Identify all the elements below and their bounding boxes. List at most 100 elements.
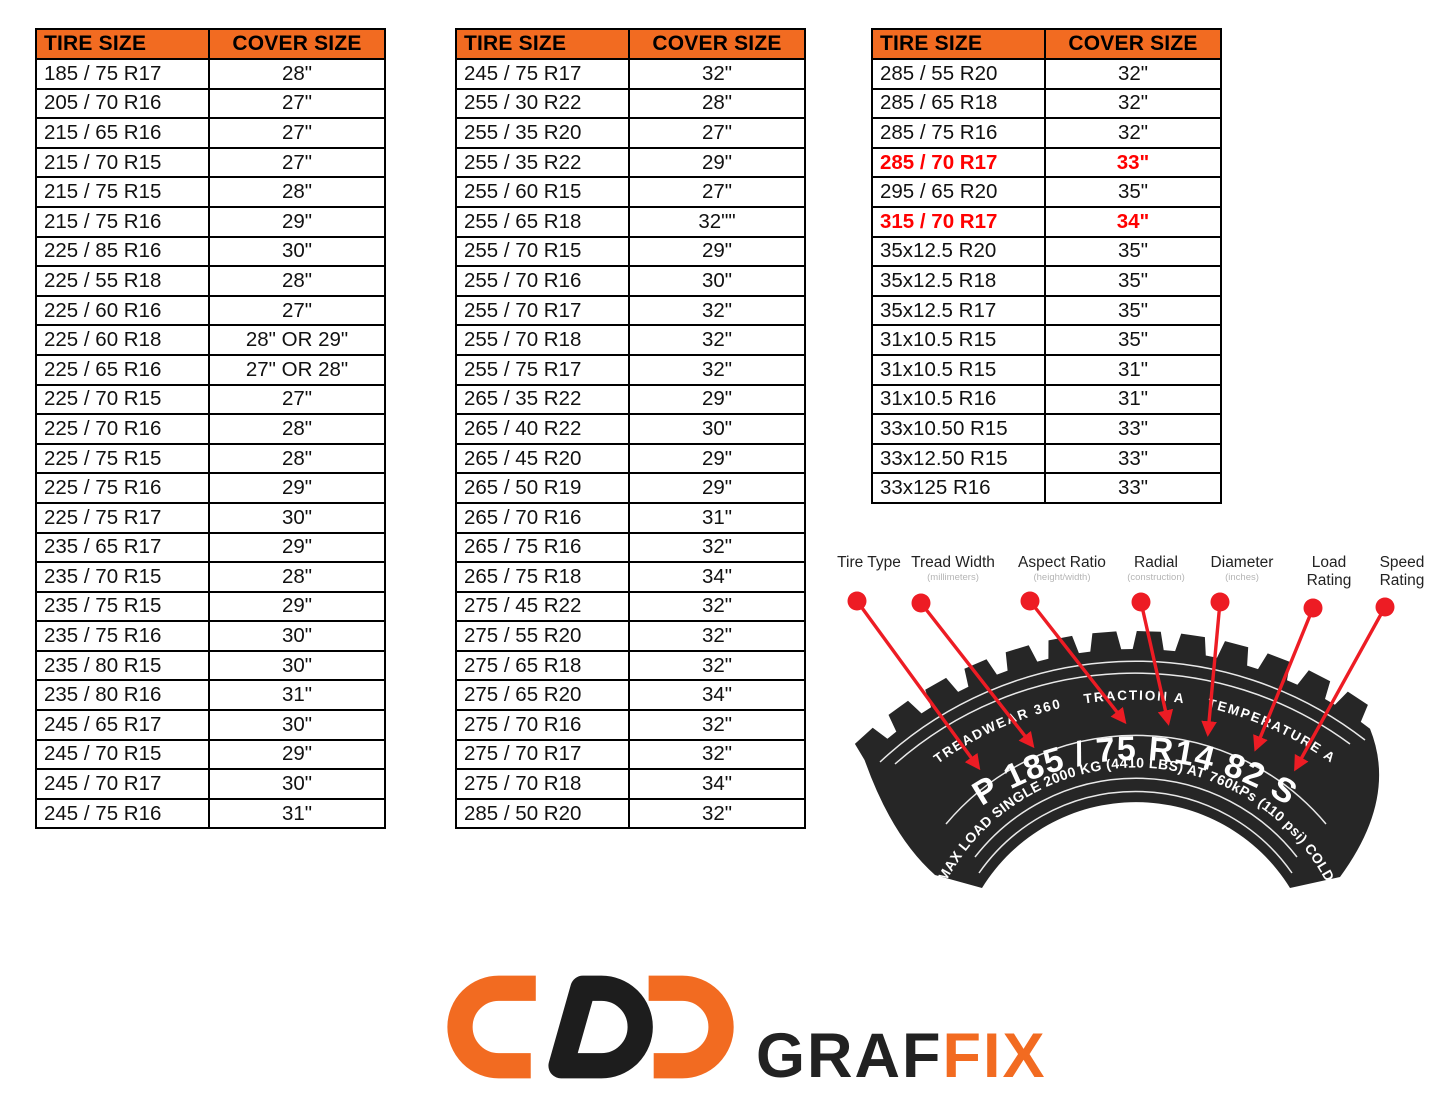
label-diameter: Diameter (inches) (1210, 554, 1274, 583)
cover-size-cell: 30" (208, 235, 386, 268)
table-row: 245 / 75 R17 32" (455, 58, 806, 90)
tire-size-cell: 225 / 65 R16 (35, 353, 210, 386)
cover-size-cell: 35" (1044, 235, 1222, 268)
tire-size-cell: 225 / 55 R18 (35, 265, 210, 297)
cover-size-header: COVER SIZE (628, 28, 806, 60)
table-row: 235 / 75 R16 30" (35, 620, 386, 652)
table-row: 225 / 75 R16 29" (35, 472, 386, 504)
callout-arrow-speed-rating (1294, 606, 1387, 772)
cover-size-cell: 28" (628, 87, 806, 120)
table-row: 255 / 70 R17 32" (455, 294, 806, 327)
cover-size-cell: 31" (208, 679, 386, 712)
tire-size-cell: 235 / 70 R15 (35, 561, 210, 593)
table-row: 225 / 65 R16 27" OR 28" (35, 353, 386, 386)
cover-size-cell: 29" (208, 472, 386, 504)
cover-size-cell: 30" (628, 265, 806, 297)
table-row: 285 / 75 R16 32" (871, 117, 1222, 149)
tire-cover-table-2: TIRE SIZE COVER SIZE 245 / 75 R17 32" 255 … (455, 28, 806, 830)
cover-size-cell: 31" (208, 797, 386, 830)
table-row: 275 / 55 R20 32" (455, 620, 806, 652)
tire-size-cell: 265 / 75 R18 (455, 561, 630, 593)
tire-size-cell: 275 / 70 R18 (455, 768, 630, 800)
table-row: 255 / 70 R15 29" (455, 235, 806, 268)
cover-size-cell: 33" (1044, 146, 1222, 179)
table-row: 31x10.5 R15 35" (871, 324, 1222, 356)
callout-dot-speed-rating (1375, 597, 1395, 617)
table-row: 33x125 R16 33" (871, 472, 1222, 504)
tire-size-cell: 275 / 55 R20 (455, 620, 630, 652)
table-header-row: TIRE SIZE COVER SIZE (871, 28, 1222, 60)
cover-size-cell: 32" (628, 324, 806, 356)
table-row: 265 / 75 R18 34" (455, 561, 806, 593)
table-row: 245 / 70 R17 30" (35, 768, 386, 800)
cover-size-cell: 29" (628, 383, 806, 416)
tire-size-cell: 275 / 70 R17 (455, 738, 630, 771)
table-row: 255 / 70 R18 32" (455, 324, 806, 356)
tire-size-cell: 285 / 55 R20 (871, 58, 1046, 90)
tire-size-cell: 295 / 65 R20 (871, 176, 1046, 208)
cover-size-cell: 32" (628, 58, 806, 90)
label-aspect-ratio: Aspect Ratio (height/width) (1018, 554, 1106, 583)
table-row: 275 / 70 R18 34" (455, 768, 806, 800)
cover-size-cell: 28" (208, 442, 386, 475)
table-row: 265 / 75 R16 32" (455, 531, 806, 564)
tire-size-cell: 245 / 65 R17 (35, 709, 210, 741)
cover-size-cell: 32" (628, 797, 806, 830)
tire-size-cell: 265 / 40 R22 (455, 413, 630, 445)
cover-size-cell: 28" (208, 413, 386, 445)
tire-size-cell: 215 / 70 R15 (35, 146, 210, 179)
tire-size-cell: 275 / 45 R22 (455, 590, 630, 623)
label-radial: Radial (construction) (1127, 554, 1185, 583)
logo-d2-shape (648, 975, 734, 1079)
label-tread-width: Tread Width (millimeters) (911, 554, 995, 583)
cover-size-cell: 33" (1044, 442, 1222, 475)
table-row: 225 / 55 R18 28" (35, 265, 386, 297)
cover-size-cell: 32" (628, 709, 806, 741)
tire-size-cell: 31x10.5 R15 (871, 353, 1046, 386)
table-row: 235 / 65 R17 29" (35, 531, 386, 564)
cover-size-cell: 29" (628, 146, 806, 179)
table-row: 215 / 75 R16 29" (35, 205, 386, 238)
table-row: 225 / 60 R18 28" OR 29" (35, 324, 386, 356)
tire-cover-table-3: TIRE SIZE COVER SIZE 285 / 55 R20 32" 285 … (871, 28, 1222, 504)
callout-arrow-diameter (1201, 601, 1222, 737)
table-row: 215 / 75 R15 28" (35, 176, 386, 208)
tire-size-cell: 31x10.5 R16 (871, 383, 1046, 416)
table-row: 225 / 75 R15 28" (35, 442, 386, 475)
cover-size-cell: 35" (1044, 176, 1222, 208)
tire-size-cell: 255 / 35 R20 (455, 117, 630, 149)
tire-size-cell: 225 / 70 R15 (35, 383, 210, 416)
callout-dot-aspect-ratio (1020, 591, 1040, 611)
cover-size-cell: 34" (628, 768, 806, 800)
cover-size-cell: 32" (1044, 58, 1222, 90)
cover-size-cell: 27" (208, 87, 386, 120)
label-tire-type: Tire Type (837, 554, 901, 571)
tire-size-cell: 225 / 70 R16 (35, 413, 210, 445)
table-row: 275 / 65 R20 34" (455, 679, 806, 712)
table-row: 35x12.5 R20 35" (871, 235, 1222, 268)
table-row: 225 / 70 R15 27" (35, 383, 386, 416)
tire-size-cell: 35x12.5 R17 (871, 294, 1046, 327)
logo-c-shape (447, 975, 536, 1079)
tire-size-cell: 245 / 75 R16 (35, 797, 210, 830)
cover-size-cell: 27" (628, 176, 806, 208)
tire-size-cell: 225 / 75 R17 (35, 501, 210, 534)
tire-size-cell: 265 / 45 R20 (455, 442, 630, 475)
table-row: 225 / 60 R16 27" (35, 294, 386, 327)
cover-size-cell: 29" (628, 442, 806, 475)
logo-d-shape (548, 975, 653, 1079)
logo-wordmark: GRAFFIX (756, 1021, 1047, 1092)
tire-size-cell: 265 / 35 R22 (455, 383, 630, 416)
tire-size-cell: 235 / 80 R15 (35, 649, 210, 682)
tire-size-cell: 285 / 65 R18 (871, 87, 1046, 120)
cover-size-cell: 35" (1044, 294, 1222, 327)
cover-size-cell: 35" (1044, 324, 1222, 356)
table-row: 295 / 65 R20 35" (871, 176, 1222, 208)
table-row: 205 / 70 R16 27" (35, 87, 386, 120)
tire-size-cell: 255 / 35 R22 (455, 146, 630, 179)
table-row: 235 / 75 R15 29" (35, 590, 386, 623)
table-row: 255 / 65 R18 32"" (455, 205, 806, 238)
cover-size-cell: 28" (208, 561, 386, 593)
tire-size-cell: 285 / 75 R16 (871, 117, 1046, 149)
table-row: 265 / 35 R22 29" (455, 383, 806, 416)
